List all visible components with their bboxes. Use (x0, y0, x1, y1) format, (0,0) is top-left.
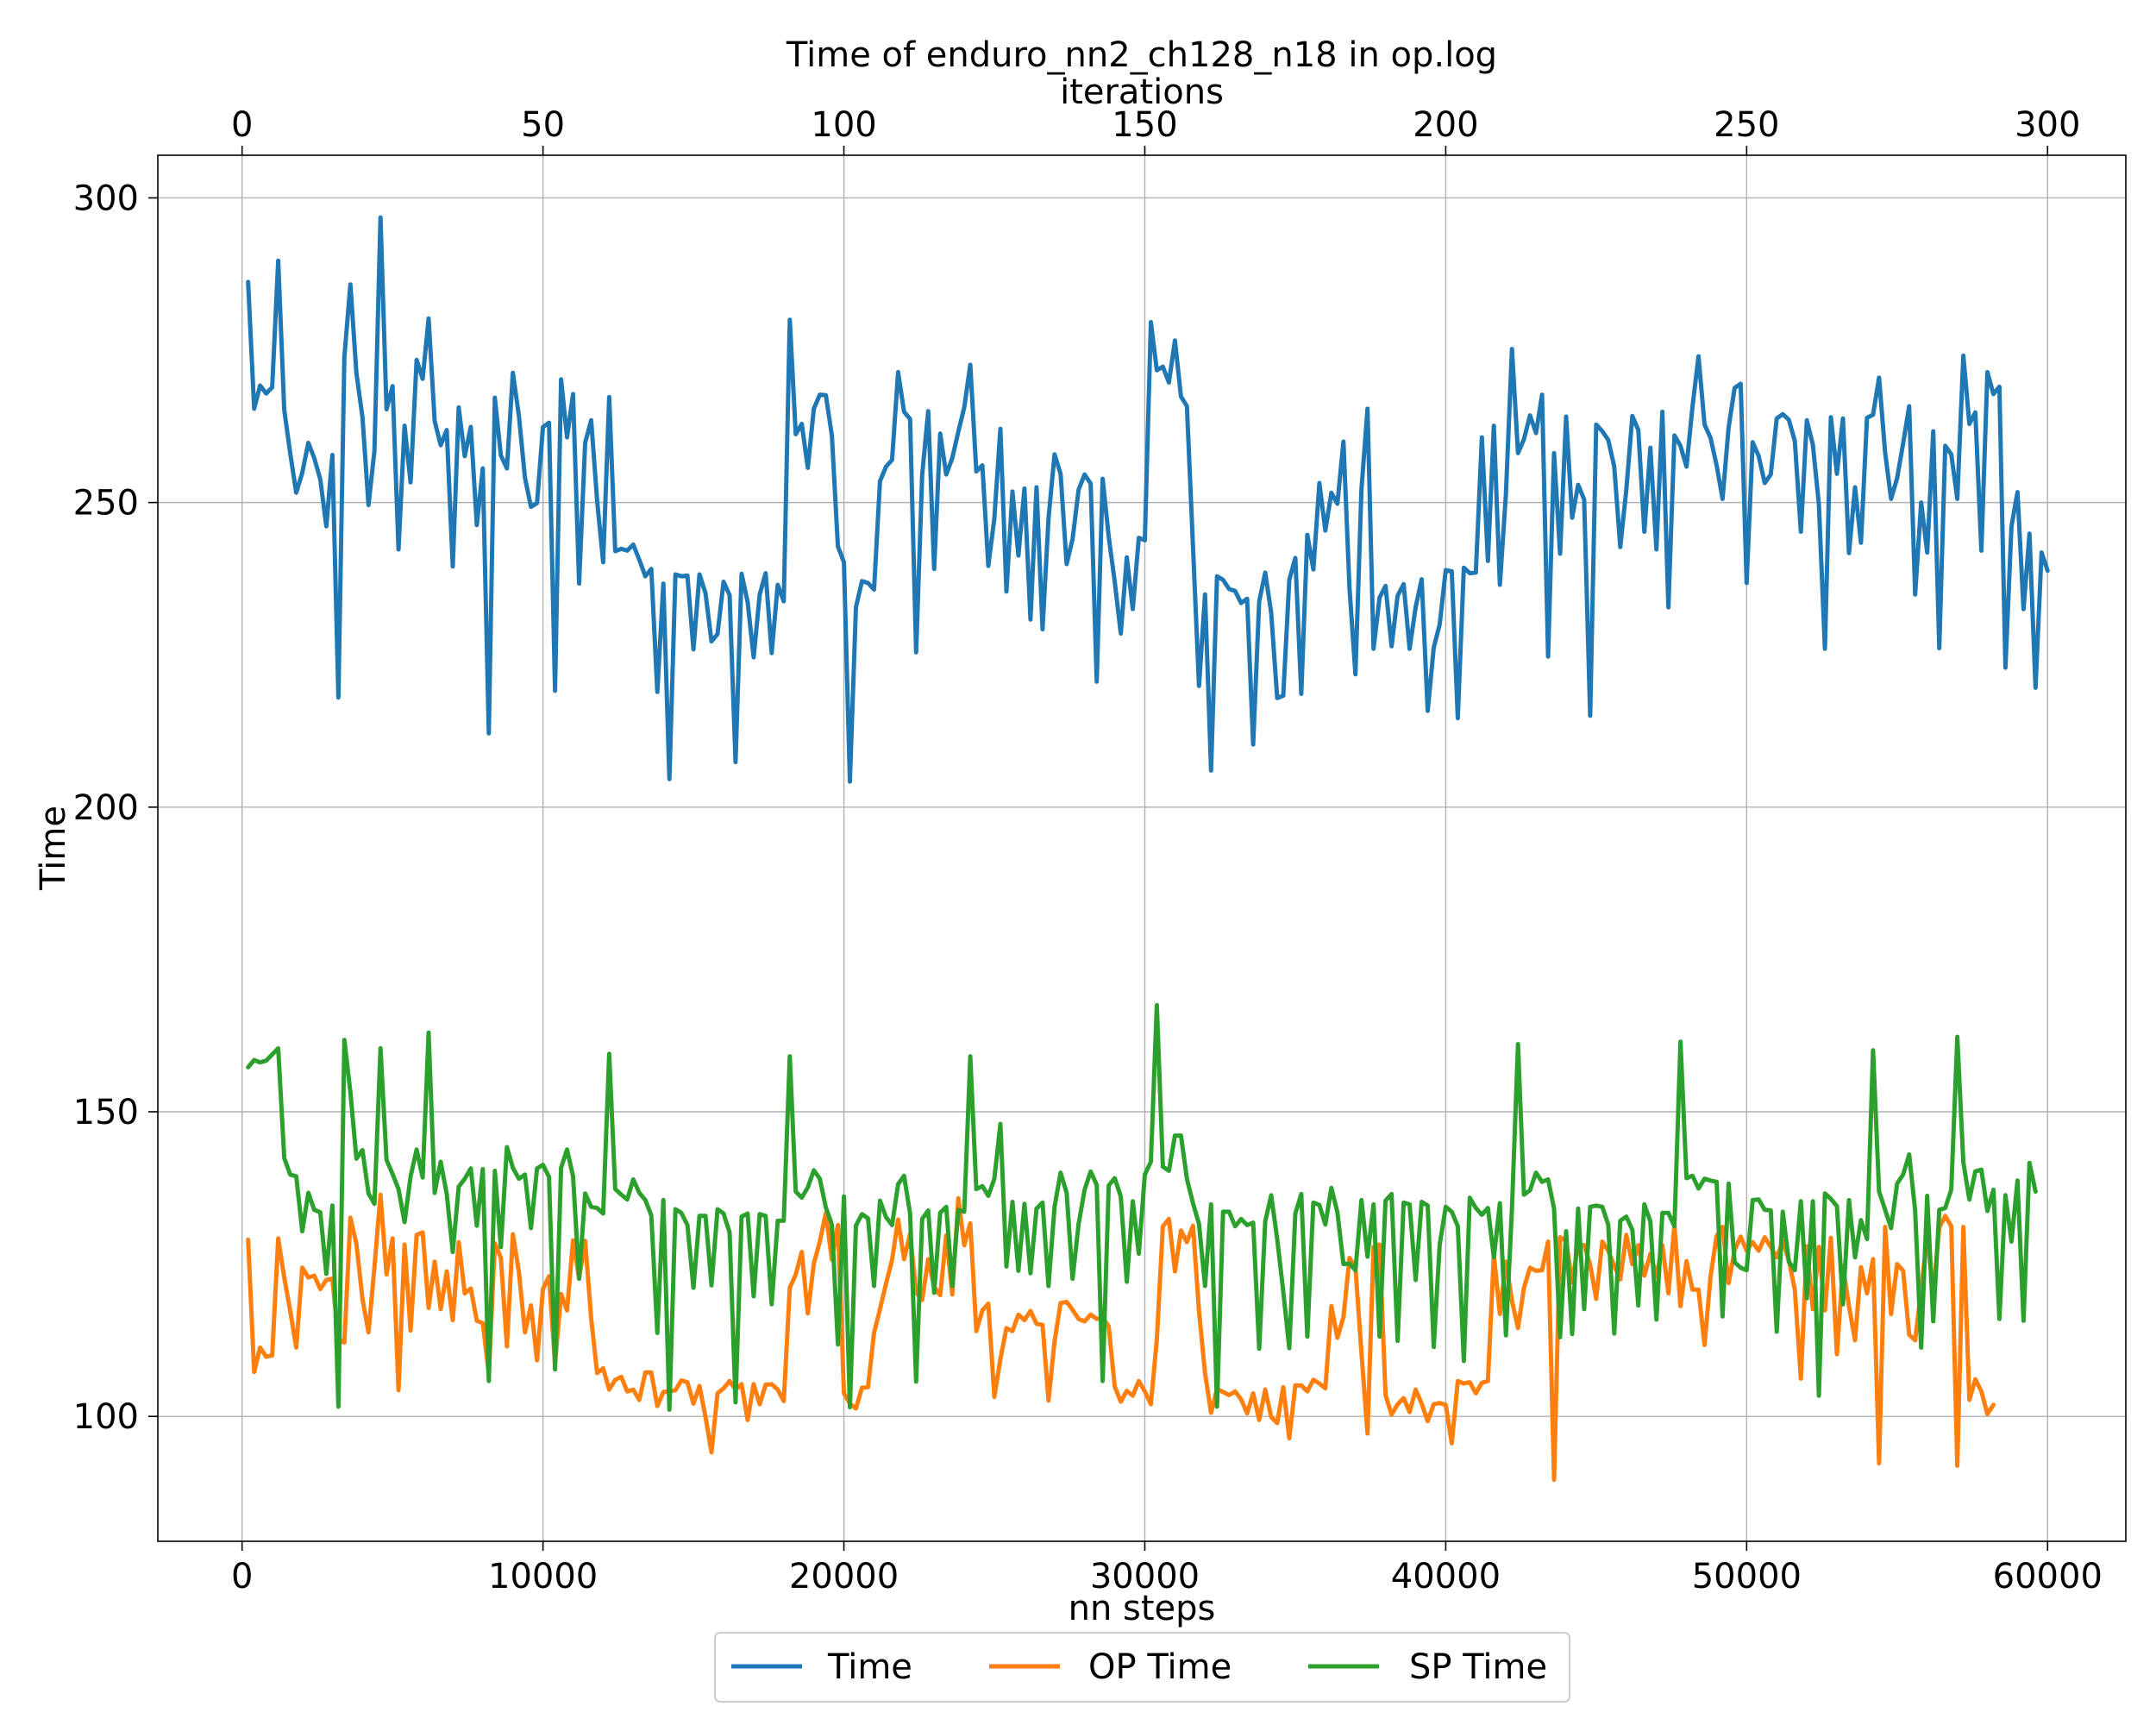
legend-entry-sp-time: SP Time (1308, 1647, 1547, 1687)
legend-entry-op-time: OP Time (989, 1647, 1232, 1687)
legend-label-sp-time: SP Time (1409, 1647, 1547, 1687)
x-tick-label-4: 40000 (1391, 1557, 1501, 1596)
x2-tick-label-2: 100 (811, 105, 876, 145)
series-line-sp-time (246, 1002, 2038, 1412)
y-axis: 100 150 200 250 300 (73, 179, 158, 1437)
x-tick-label-1: 10000 (488, 1557, 598, 1596)
legend: Time OP Time SP Time (714, 1632, 1570, 1703)
y-tick-label-1: 150 (73, 1093, 139, 1132)
x-tick-label-3: 30000 (1090, 1557, 1200, 1596)
y-tick-label-0: 100 (73, 1397, 139, 1437)
x-tick-label-5: 50000 (1692, 1557, 1802, 1596)
x-tick-label-6: 60000 (1993, 1557, 2103, 1596)
legend-entry-time: Time (731, 1647, 912, 1687)
x2-tick-label-5: 250 (1714, 105, 1779, 145)
x2-tick-label-3: 150 (1112, 105, 1177, 145)
x2-tick-label-1: 50 (521, 105, 565, 145)
y-tick-label-2: 200 (73, 788, 139, 828)
x-tick-label-0: 0 (231, 1557, 253, 1596)
series-layer (246, 215, 2050, 1483)
series-line-op-time (246, 1192, 1996, 1483)
legend-frame (714, 1632, 1570, 1703)
x2-tick-label-4: 200 (1413, 105, 1478, 145)
series-line-time (246, 215, 2050, 784)
x-axis-top: 0 50 100 150 200 250 300 (231, 105, 2080, 155)
chart-title: Time of enduro_nn2_ch128_n18 in op.log (786, 35, 1497, 75)
x2-axis-label: iterations (1060, 72, 1224, 112)
x2-tick-label-6: 300 (2015, 105, 2080, 145)
y-tick-label-3: 250 (73, 484, 139, 524)
x-axis-label: nn steps (1069, 1589, 1216, 1628)
x2-tick-label-0: 0 (231, 105, 253, 145)
y-tick-label-4: 300 (73, 179, 139, 218)
x-tick-label-2: 20000 (789, 1557, 899, 1596)
plot-frame (157, 154, 2127, 1542)
grid-lines (158, 155, 2126, 1541)
legend-label-op-time: OP Time (1088, 1647, 1232, 1687)
legend-label-time: Time (827, 1647, 912, 1687)
y-axis-label: Time (34, 806, 73, 891)
x-axis-bottom: 0 10000 20000 30000 40000 50000 60000 (231, 1541, 2103, 1596)
